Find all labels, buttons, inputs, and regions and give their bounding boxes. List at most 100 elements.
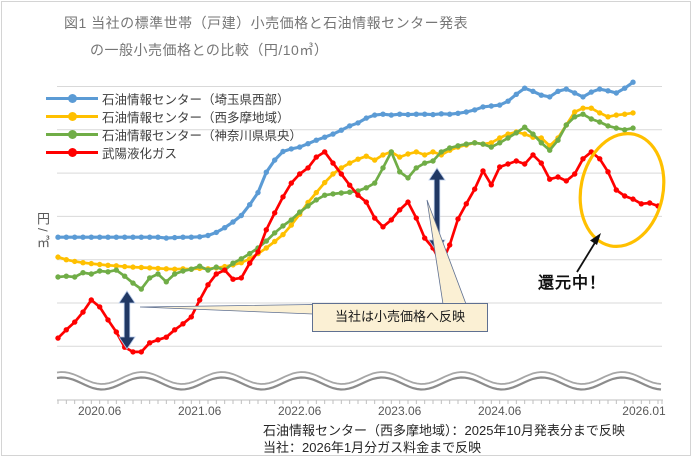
chart-title-line1: 図1 当社の標準世帯（戸建）小売価格と石油情報センター発表 <box>64 15 469 31</box>
chart-title: 図1 当社の標準世帯（戸建）小売価格と石油情報センター発表 の一般小売価格との比… <box>64 13 468 60</box>
data-point-oil-center-saitama <box>513 91 519 98</box>
legend-label: 石油情報センター（西多摩地域） <box>102 110 290 125</box>
data-point-buyou-lp-gas <box>372 215 378 221</box>
data-point-oil-center-kanagawa <box>297 209 303 215</box>
legend-item-oil-center-kanagawa: 石油情報センター（神奈川県県央） <box>46 125 302 143</box>
data-point-oil-center-saitama <box>155 234 161 240</box>
data-point-oil-center-kanagawa <box>188 266 194 272</box>
x-tick-label: 2020.06 <box>77 404 122 418</box>
data-point-oil-center-saitama <box>597 86 603 92</box>
data-point-oil-center-kanagawa <box>155 271 161 277</box>
data-point-oil-center-kanagawa <box>97 268 103 274</box>
data-point-oil-center-kanagawa <box>305 203 311 209</box>
y-axis-label: 円/㎥ <box>35 212 50 251</box>
legend-label: 石油情報センター（埼玉県西部） <box>102 92 290 107</box>
data-point-buyou-lp-gas <box>80 309 86 315</box>
data-point-buyou-lp-gas <box>263 227 269 233</box>
data-point-oil-center-kanagawa <box>530 131 536 137</box>
gap-arrow <box>118 290 136 350</box>
data-point-oil-center-kanagawa <box>88 271 95 277</box>
data-point-buyou-lp-gas <box>388 217 394 223</box>
data-point-buyou-lp-gas <box>55 335 61 341</box>
data-point-oil-center-nishitama <box>405 151 411 157</box>
data-point-buyou-lp-gas <box>563 178 569 184</box>
data-point-buyou-lp-gas <box>338 171 344 177</box>
data-point-oil-center-kanagawa <box>547 147 553 153</box>
data-point-oil-center-saitama <box>213 229 219 236</box>
data-point-oil-center-saitama <box>497 102 503 108</box>
data-point-oil-center-kanagawa <box>430 158 436 164</box>
data-point-oil-center-kanagawa <box>497 140 503 146</box>
data-point-oil-center-nishitama <box>597 110 603 116</box>
data-point-oil-center-saitama <box>580 94 586 100</box>
data-point-oil-center-saitama <box>222 225 228 231</box>
data-point-oil-center-saitama <box>97 234 103 240</box>
data-point-oil-center-saitama <box>197 234 203 240</box>
data-point-oil-center-kanagawa <box>422 160 428 166</box>
data-point-buyou-lp-gas <box>647 200 653 206</box>
data-point-oil-center-nishitama <box>147 265 153 271</box>
data-point-buyou-lp-gas <box>347 182 353 188</box>
data-point-buyou-lp-gas <box>355 192 361 198</box>
wave-decoration <box>56 371 662 391</box>
data-point-oil-center-saitama <box>430 111 436 118</box>
data-point-buyou-lp-gas <box>288 180 294 186</box>
data-point-oil-center-nishitama <box>430 149 436 155</box>
data-point-oil-center-saitama <box>530 88 536 95</box>
data-point-oil-center-nishitama <box>572 109 578 115</box>
data-point-oil-center-saitama <box>563 86 569 92</box>
data-point-oil-center-saitama <box>63 234 69 240</box>
data-point-oil-center-nishitama <box>613 112 619 118</box>
data-point-oil-center-nishitama <box>580 105 586 111</box>
data-point-buyou-lp-gas <box>205 282 211 288</box>
data-point-oil-center-kanagawa <box>172 271 178 277</box>
data-point-oil-center-kanagawa <box>613 125 619 131</box>
data-point-oil-center-kanagawa <box>230 260 236 266</box>
data-point-oil-center-nishitama <box>622 111 628 117</box>
data-point-buyou-lp-gas <box>130 349 136 355</box>
data-point-oil-center-kanagawa <box>588 116 594 122</box>
chart-title-line2: の一般小売価格との比較（円/10㎥） <box>90 42 329 58</box>
data-point-buyou-lp-gas <box>88 297 95 303</box>
data-point-oil-center-nishitama <box>355 156 361 162</box>
data-point-oil-center-saitama <box>147 234 153 240</box>
data-point-buyou-lp-gas <box>197 297 203 303</box>
data-point-oil-center-saitama <box>622 85 628 91</box>
data-point-oil-center-saitama <box>297 144 303 150</box>
data-point-buyou-lp-gas <box>213 271 219 277</box>
data-point-oil-center-saitama <box>305 141 311 147</box>
data-point-oil-center-kanagawa <box>122 273 128 279</box>
data-point-oil-center-saitama <box>447 111 453 117</box>
data-point-oil-center-kanagawa <box>313 197 319 203</box>
data-point-oil-center-saitama <box>188 234 194 240</box>
data-point-oil-center-nishitama <box>630 110 636 116</box>
data-point-buyou-lp-gas <box>463 201 469 207</box>
legend-marker-dot <box>68 93 77 103</box>
x-tick-label: 2026.01 <box>622 404 666 418</box>
data-point-oil-center-kanagawa <box>55 274 61 280</box>
data-point-oil-center-nishitama <box>338 165 344 171</box>
data-point-buyou-lp-gas <box>163 334 169 340</box>
data-point-buyou-lp-gas <box>630 196 636 202</box>
data-point-buyou-lp-gas <box>380 224 386 230</box>
data-point-oil-center-saitama <box>272 157 278 163</box>
data-point-oil-center-nishitama <box>105 262 111 268</box>
kangen-arrow-head <box>590 233 601 245</box>
data-point-oil-center-saitama <box>247 202 253 208</box>
legend-label: 武陽液化ガス <box>102 146 178 161</box>
data-point-oil-center-kanagawa <box>522 124 528 130</box>
data-point-buyou-lp-gas <box>422 235 428 241</box>
data-point-buyou-lp-gas <box>363 199 369 205</box>
data-point-oil-center-saitama <box>263 169 269 175</box>
data-point-buyou-lp-gas <box>97 304 103 310</box>
data-point-oil-center-saitama <box>380 111 386 117</box>
data-point-oil-center-saitama <box>572 90 578 96</box>
data-point-oil-center-saitama <box>347 123 353 129</box>
x-tick-label: 2023.06 <box>377 404 422 418</box>
data-point-oil-center-saitama <box>80 234 86 240</box>
legend-line-sample <box>46 129 98 139</box>
data-point-oil-center-kanagawa <box>197 263 203 269</box>
data-point-oil-center-kanagawa <box>447 145 453 151</box>
data-point-oil-center-nishitama <box>63 257 69 263</box>
data-point-oil-center-nishitama <box>272 238 278 245</box>
